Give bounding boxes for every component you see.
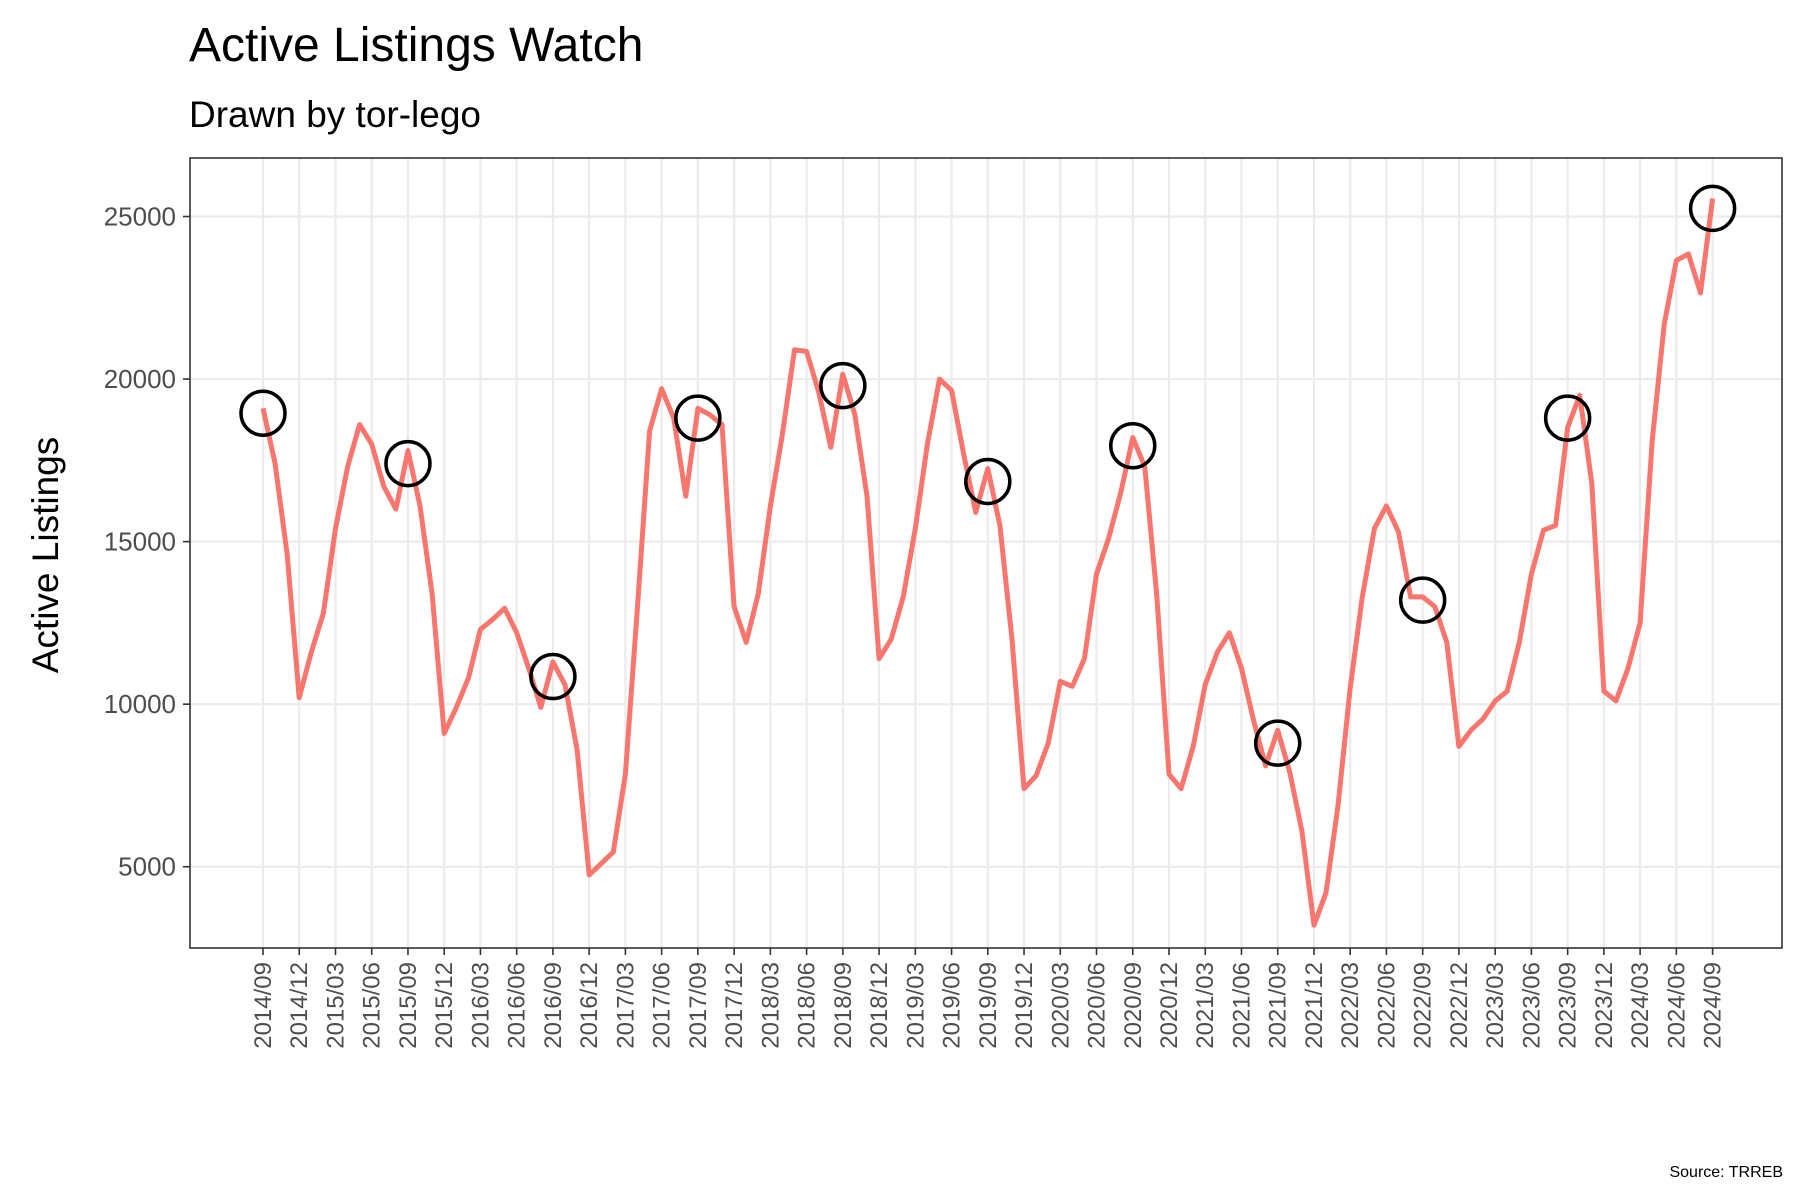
x-tick-label: 2016/03: [467, 962, 494, 1049]
panel-border: [189, 157, 1783, 949]
x-tick-label: 2021/06: [1228, 962, 1255, 1049]
y-tick-label: 20000: [104, 364, 176, 394]
highlight-marker: [1543, 394, 1592, 442]
x-tick-label: 2021/03: [1192, 962, 1219, 1049]
x-tick-label: 2022/09: [1410, 962, 1437, 1049]
highlight-marker: [239, 389, 287, 437]
highlight-marker: [384, 439, 432, 488]
x-tick-label: 2024/09: [1700, 962, 1727, 1049]
highlight-marker: [964, 457, 1012, 506]
x-tick-label: 2023/03: [1482, 962, 1509, 1049]
x-tick-label: 2015/12: [431, 962, 458, 1049]
grid-lines: [190, 158, 1782, 948]
x-tick-label: 2019/12: [1011, 962, 1038, 1049]
x-tick-label: 2020/06: [1084, 962, 1111, 1049]
x-tick-label: 2023/06: [1518, 962, 1545, 1049]
y-tick-label: 5000: [118, 852, 176, 882]
y-tick-label: 10000: [104, 689, 176, 719]
series-line: [260, 198, 1716, 928]
x-tick-label: 2017/06: [649, 962, 676, 1049]
highlight-markers: [239, 184, 1737, 767]
x-tick-label: 2020/09: [1120, 962, 1147, 1049]
x-tick-label: 2014/12: [286, 962, 313, 1049]
y-axis-title: Active Listings: [25, 437, 66, 674]
x-tick-label: 2020/12: [1156, 962, 1183, 1049]
x-tick-label: 2015/09: [395, 962, 422, 1049]
highlight-marker: [674, 394, 722, 442]
series-layer: [260, 198, 1716, 928]
highlight-marker: [819, 361, 867, 410]
chart-subtitle: Drawn by tor-lego: [189, 94, 481, 135]
x-tick-label: 2018/09: [830, 962, 857, 1049]
x-tick-label: 2015/03: [322, 962, 349, 1049]
highlight-marker: [1109, 421, 1157, 470]
x-tick-label: 2024/03: [1627, 962, 1654, 1049]
x-tick-label: 2015/06: [359, 962, 386, 1049]
y-tick-label: 15000: [104, 527, 176, 557]
x-tick-label: 2018/03: [757, 962, 784, 1049]
x-tick-label: 2023/12: [1591, 962, 1618, 1049]
highlight-marker: [1398, 576, 1447, 624]
x-tick-label: 2016/12: [576, 962, 603, 1049]
x-tick-label: 2023/09: [1555, 962, 1582, 1049]
x-tick-label: 2022/12: [1446, 962, 1473, 1049]
x-tick-label: 2017/09: [685, 962, 712, 1049]
x-tick-label: 2016/09: [540, 962, 567, 1049]
highlight-marker: [1253, 719, 1302, 767]
x-tick-label: 2018/12: [866, 962, 893, 1049]
x-tick-label: 2019/03: [902, 962, 929, 1049]
y-tick-label: 25000: [104, 202, 176, 232]
source-caption: Source: TRREB: [1669, 1164, 1783, 1181]
x-tick-label: 2016/06: [504, 962, 531, 1049]
x-tick-label: 2017/12: [721, 962, 748, 1049]
x-tick-label: 2021/09: [1265, 962, 1292, 1049]
x-tick-label: 2017/03: [612, 962, 639, 1049]
highlight-marker: [529, 652, 577, 701]
x-tick-label: 2020/03: [1047, 962, 1074, 1049]
x-tick-label: 2019/09: [975, 962, 1002, 1049]
highlight-marker: [1688, 184, 1737, 233]
x-tick-label: 2022/06: [1373, 962, 1400, 1049]
x-tick-label: 2019/06: [939, 962, 966, 1049]
chart-title: Active Listings Watch: [189, 19, 643, 72]
x-tick-label: 2018/06: [794, 962, 821, 1049]
x-tick-label: 2021/12: [1301, 962, 1328, 1049]
x-tick-label: 2014/09: [250, 962, 277, 1049]
y-axis: 5000 10000 15000 20000 25000: [104, 202, 190, 882]
x-axis: 2014/09 2014/12 2015/03 2015/06 2015/09 2015/…: [250, 948, 1727, 1049]
x-tick-label: 2024/06: [1663, 962, 1690, 1049]
x-tick-label: 2022/03: [1337, 962, 1364, 1049]
